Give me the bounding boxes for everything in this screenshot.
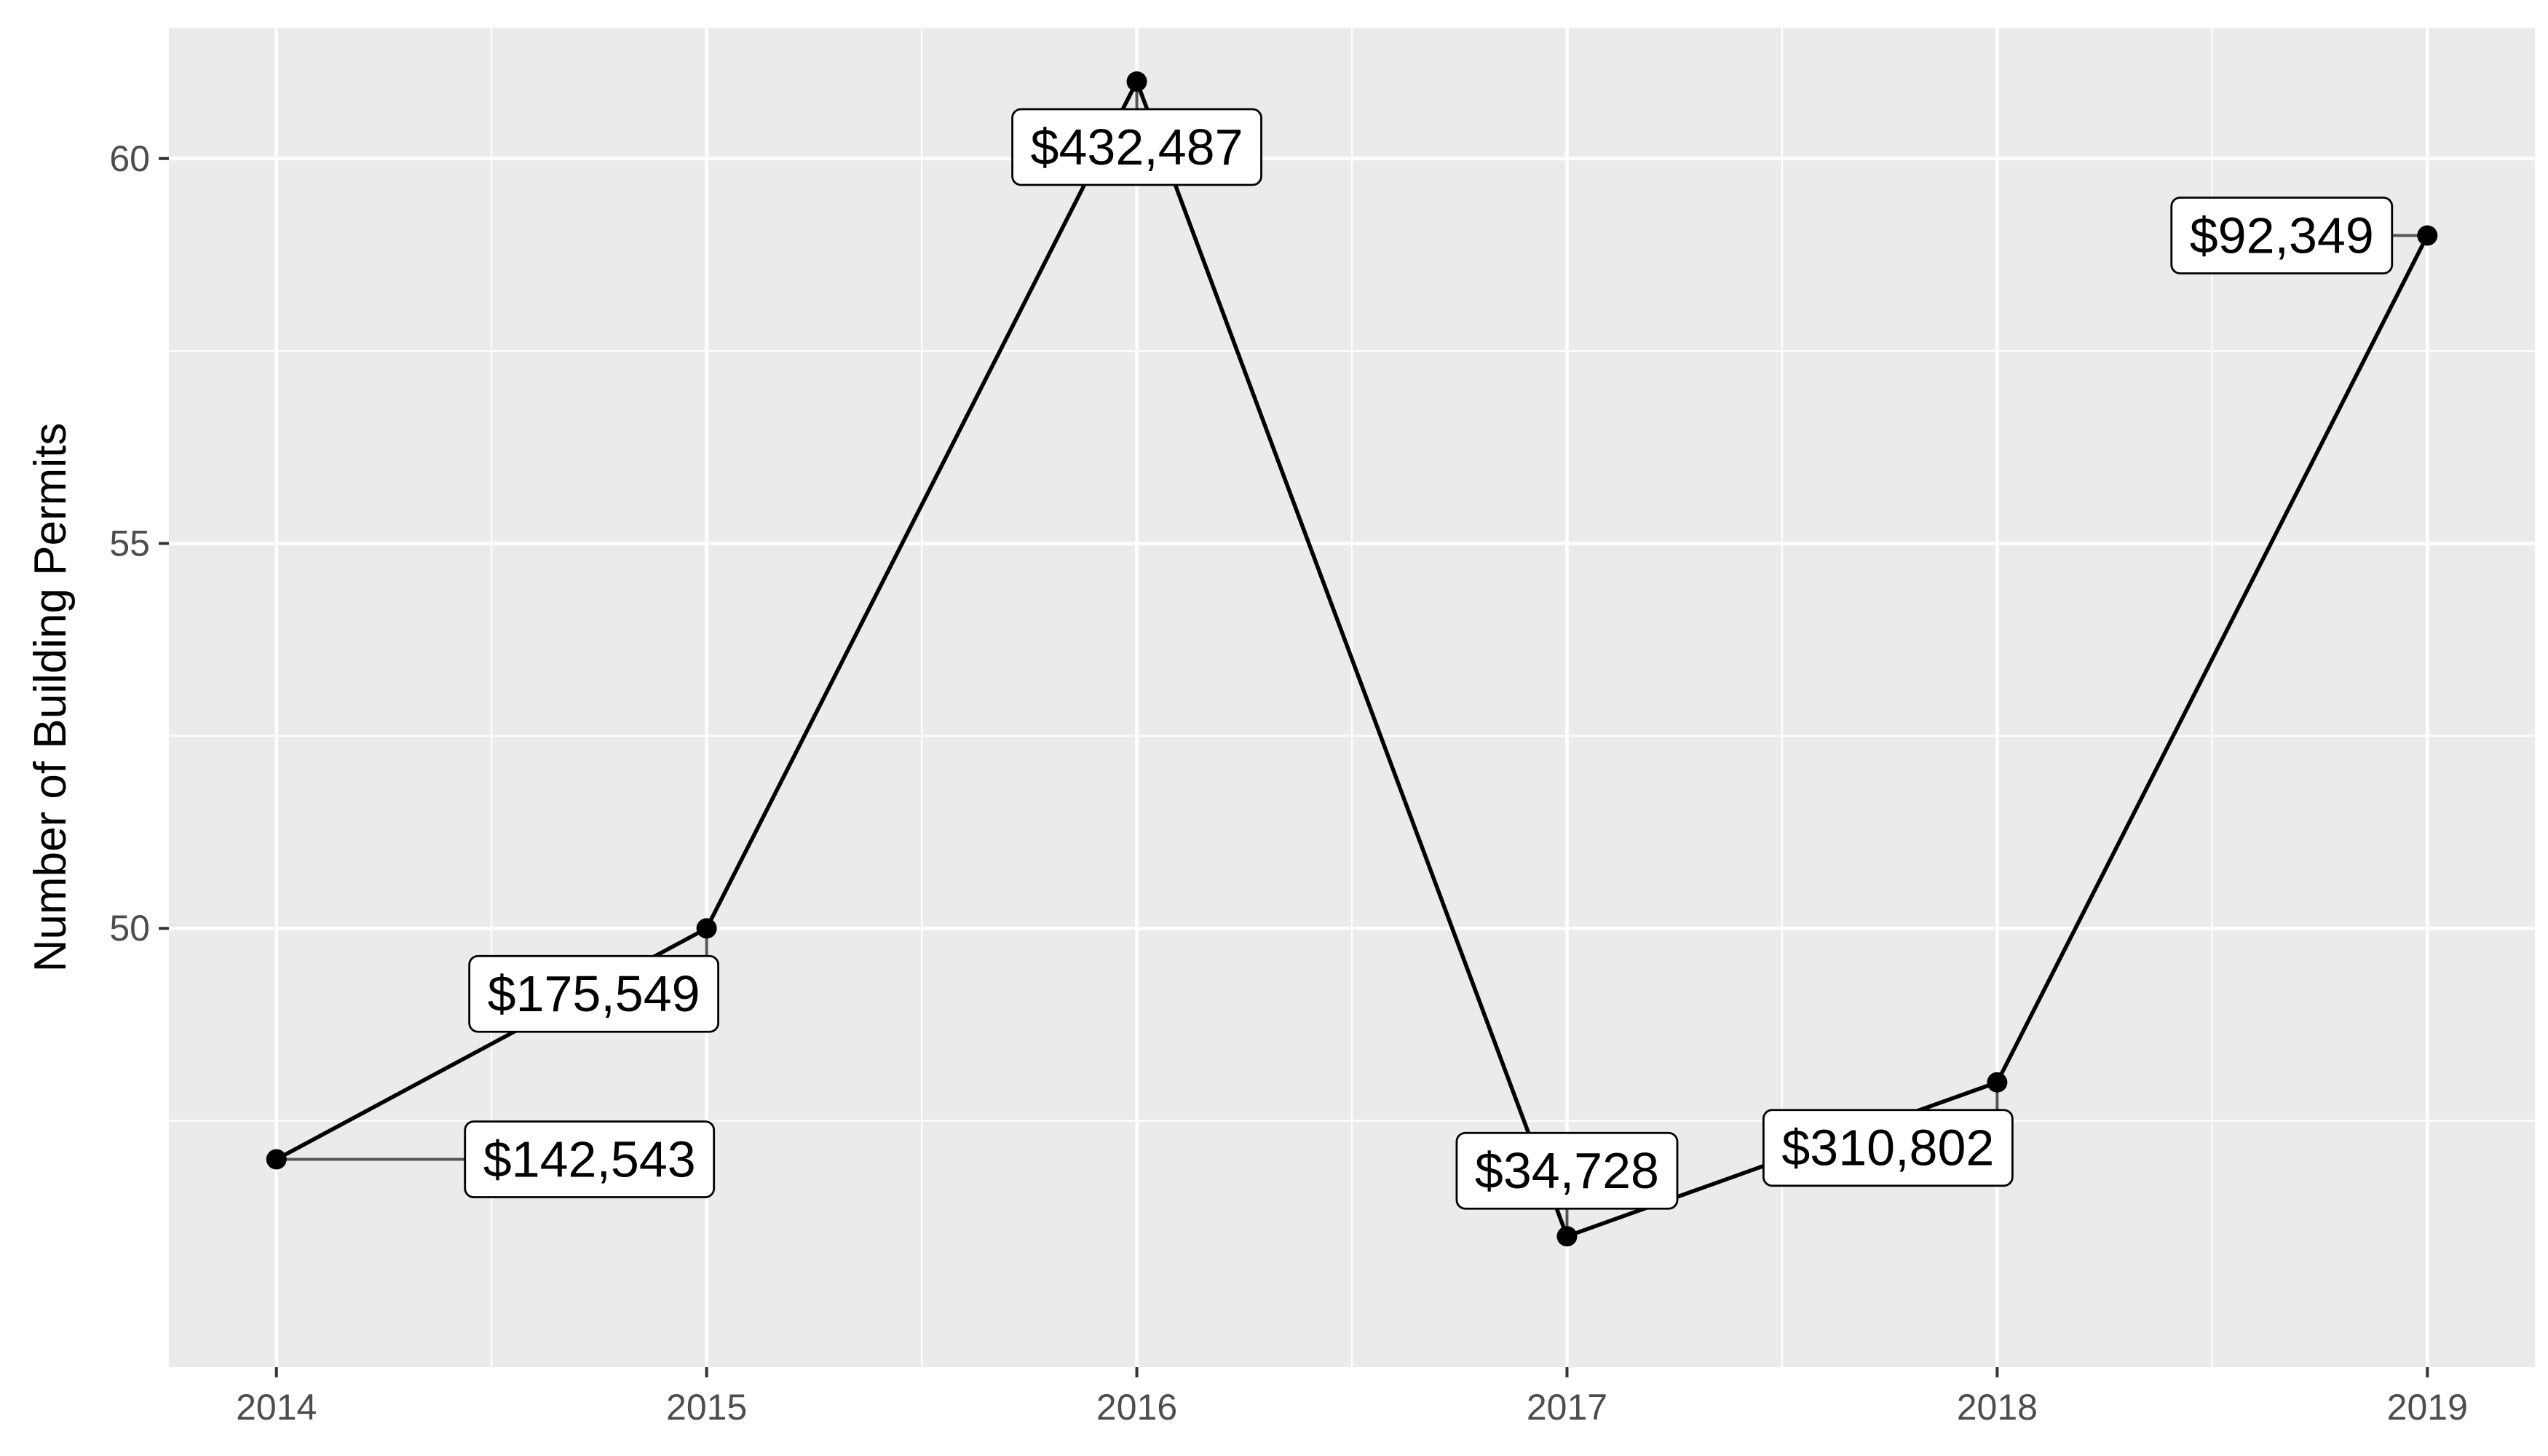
data-point bbox=[2417, 225, 2438, 246]
x-axis: 2014 2015 2016 2017 2018 2019 bbox=[236, 1367, 2468, 1428]
y-tick-label: 60 bbox=[109, 138, 150, 179]
data-labels: $142,543 $175,549 $432,487 $34,728 $310,802 $… bbox=[464, 108, 2394, 1210]
data-label-box bbox=[2170, 197, 2394, 274]
data-label: $310,802 bbox=[1781, 1120, 1994, 1176]
data-label-group: $34,728 bbox=[1455, 1131, 1679, 1210]
y-axis: 50 55 60 bbox=[109, 138, 169, 949]
data-label-box bbox=[1762, 1109, 2014, 1187]
data-label-group: $142,543 bbox=[464, 1120, 716, 1198]
data-label-group: $92,349 bbox=[2170, 197, 2394, 274]
data-label: $175,549 bbox=[488, 965, 700, 1022]
x-tick-label: 2015 bbox=[666, 1387, 747, 1428]
data-point bbox=[696, 918, 717, 939]
x-tick-label: 2016 bbox=[1096, 1387, 1177, 1428]
data-label-box bbox=[1011, 108, 1262, 186]
data-point bbox=[1556, 1226, 1578, 1247]
data-label-box bbox=[468, 954, 720, 1033]
data-label-box bbox=[464, 1120, 716, 1198]
data-points bbox=[266, 71, 2438, 1247]
data-point bbox=[1126, 71, 1147, 92]
data-label: $142,543 bbox=[483, 1131, 696, 1187]
y-tick-label: 55 bbox=[109, 523, 150, 564]
data-label: $34,728 bbox=[1475, 1142, 1659, 1199]
x-tick-label: 2019 bbox=[2387, 1387, 2468, 1428]
data-label-group: $310,802 bbox=[1762, 1109, 2014, 1187]
x-tick-label: 2014 bbox=[236, 1387, 317, 1428]
data-label-group: $432,487 bbox=[1011, 108, 1262, 186]
y-tick-label: 50 bbox=[109, 908, 150, 949]
data-label-group: $175,549 bbox=[468, 954, 720, 1033]
data-label: $92,349 bbox=[2190, 207, 2374, 264]
data-point bbox=[1987, 1072, 2008, 1093]
data-label-box bbox=[1455, 1131, 1679, 1210]
data-point bbox=[266, 1149, 287, 1170]
x-tick-label: 2018 bbox=[1957, 1387, 2038, 1428]
x-tick-label: 2017 bbox=[1527, 1387, 1607, 1428]
data-label: $432,487 bbox=[1031, 119, 1243, 175]
y-axis-title: Number of Building Permits bbox=[25, 423, 76, 973]
